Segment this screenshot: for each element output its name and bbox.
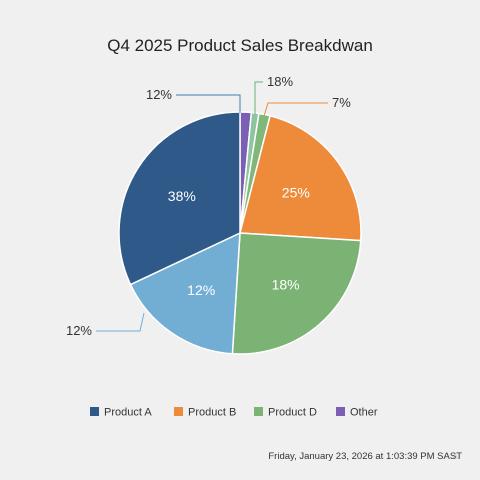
legend-item: Product A: [90, 407, 152, 419]
slice-labels: 25% 18% 12% 38%: [168, 185, 310, 299]
legend-item: Other: [336, 407, 378, 419]
pie-slice: [118, 111, 241, 286]
slice-label: 18%: [272, 277, 300, 293]
callout-line: [176, 94, 241, 113]
callout-line: [96, 312, 145, 332]
callouts: 12% 18% 7% 12%: [66, 74, 351, 338]
callout-label: 12%: [146, 87, 172, 102]
pie-slices: [118, 111, 362, 355]
legend-swatch: [90, 407, 99, 416]
callout-line: [254, 81, 263, 114]
legend-swatch: [174, 407, 183, 416]
legend-item: Product B: [174, 407, 236, 419]
pie-slice: [231, 232, 362, 355]
slice-label: 25%: [282, 185, 310, 201]
legend-label: Other: [350, 407, 378, 419]
timestamp: Friday, January 23, 2026 at 1:03:39 PM S…: [268, 451, 462, 462]
legend-label: Product D: [268, 407, 317, 419]
legend-label: Product A: [104, 407, 152, 419]
callout-label: 18%: [267, 74, 293, 89]
legend-item: Product D: [254, 407, 317, 419]
legend-swatch: [336, 407, 345, 416]
chart-title: Q4 2025 Product Sales Breakdwan: [107, 36, 373, 55]
legend: Product A Product B Product D Other: [90, 407, 378, 419]
callout-line: [263, 102, 328, 117]
callout-label: 12%: [66, 323, 92, 338]
legend-swatch: [254, 407, 263, 416]
slice-label: 12%: [187, 282, 215, 298]
callout-label: 7%: [332, 95, 351, 110]
legend-label: Product B: [188, 407, 236, 419]
slice-label: 38%: [168, 188, 196, 204]
watermark-icon: [451, 452, 459, 459]
pie-slice: [239, 114, 362, 242]
pie-slice: [129, 231, 241, 355]
